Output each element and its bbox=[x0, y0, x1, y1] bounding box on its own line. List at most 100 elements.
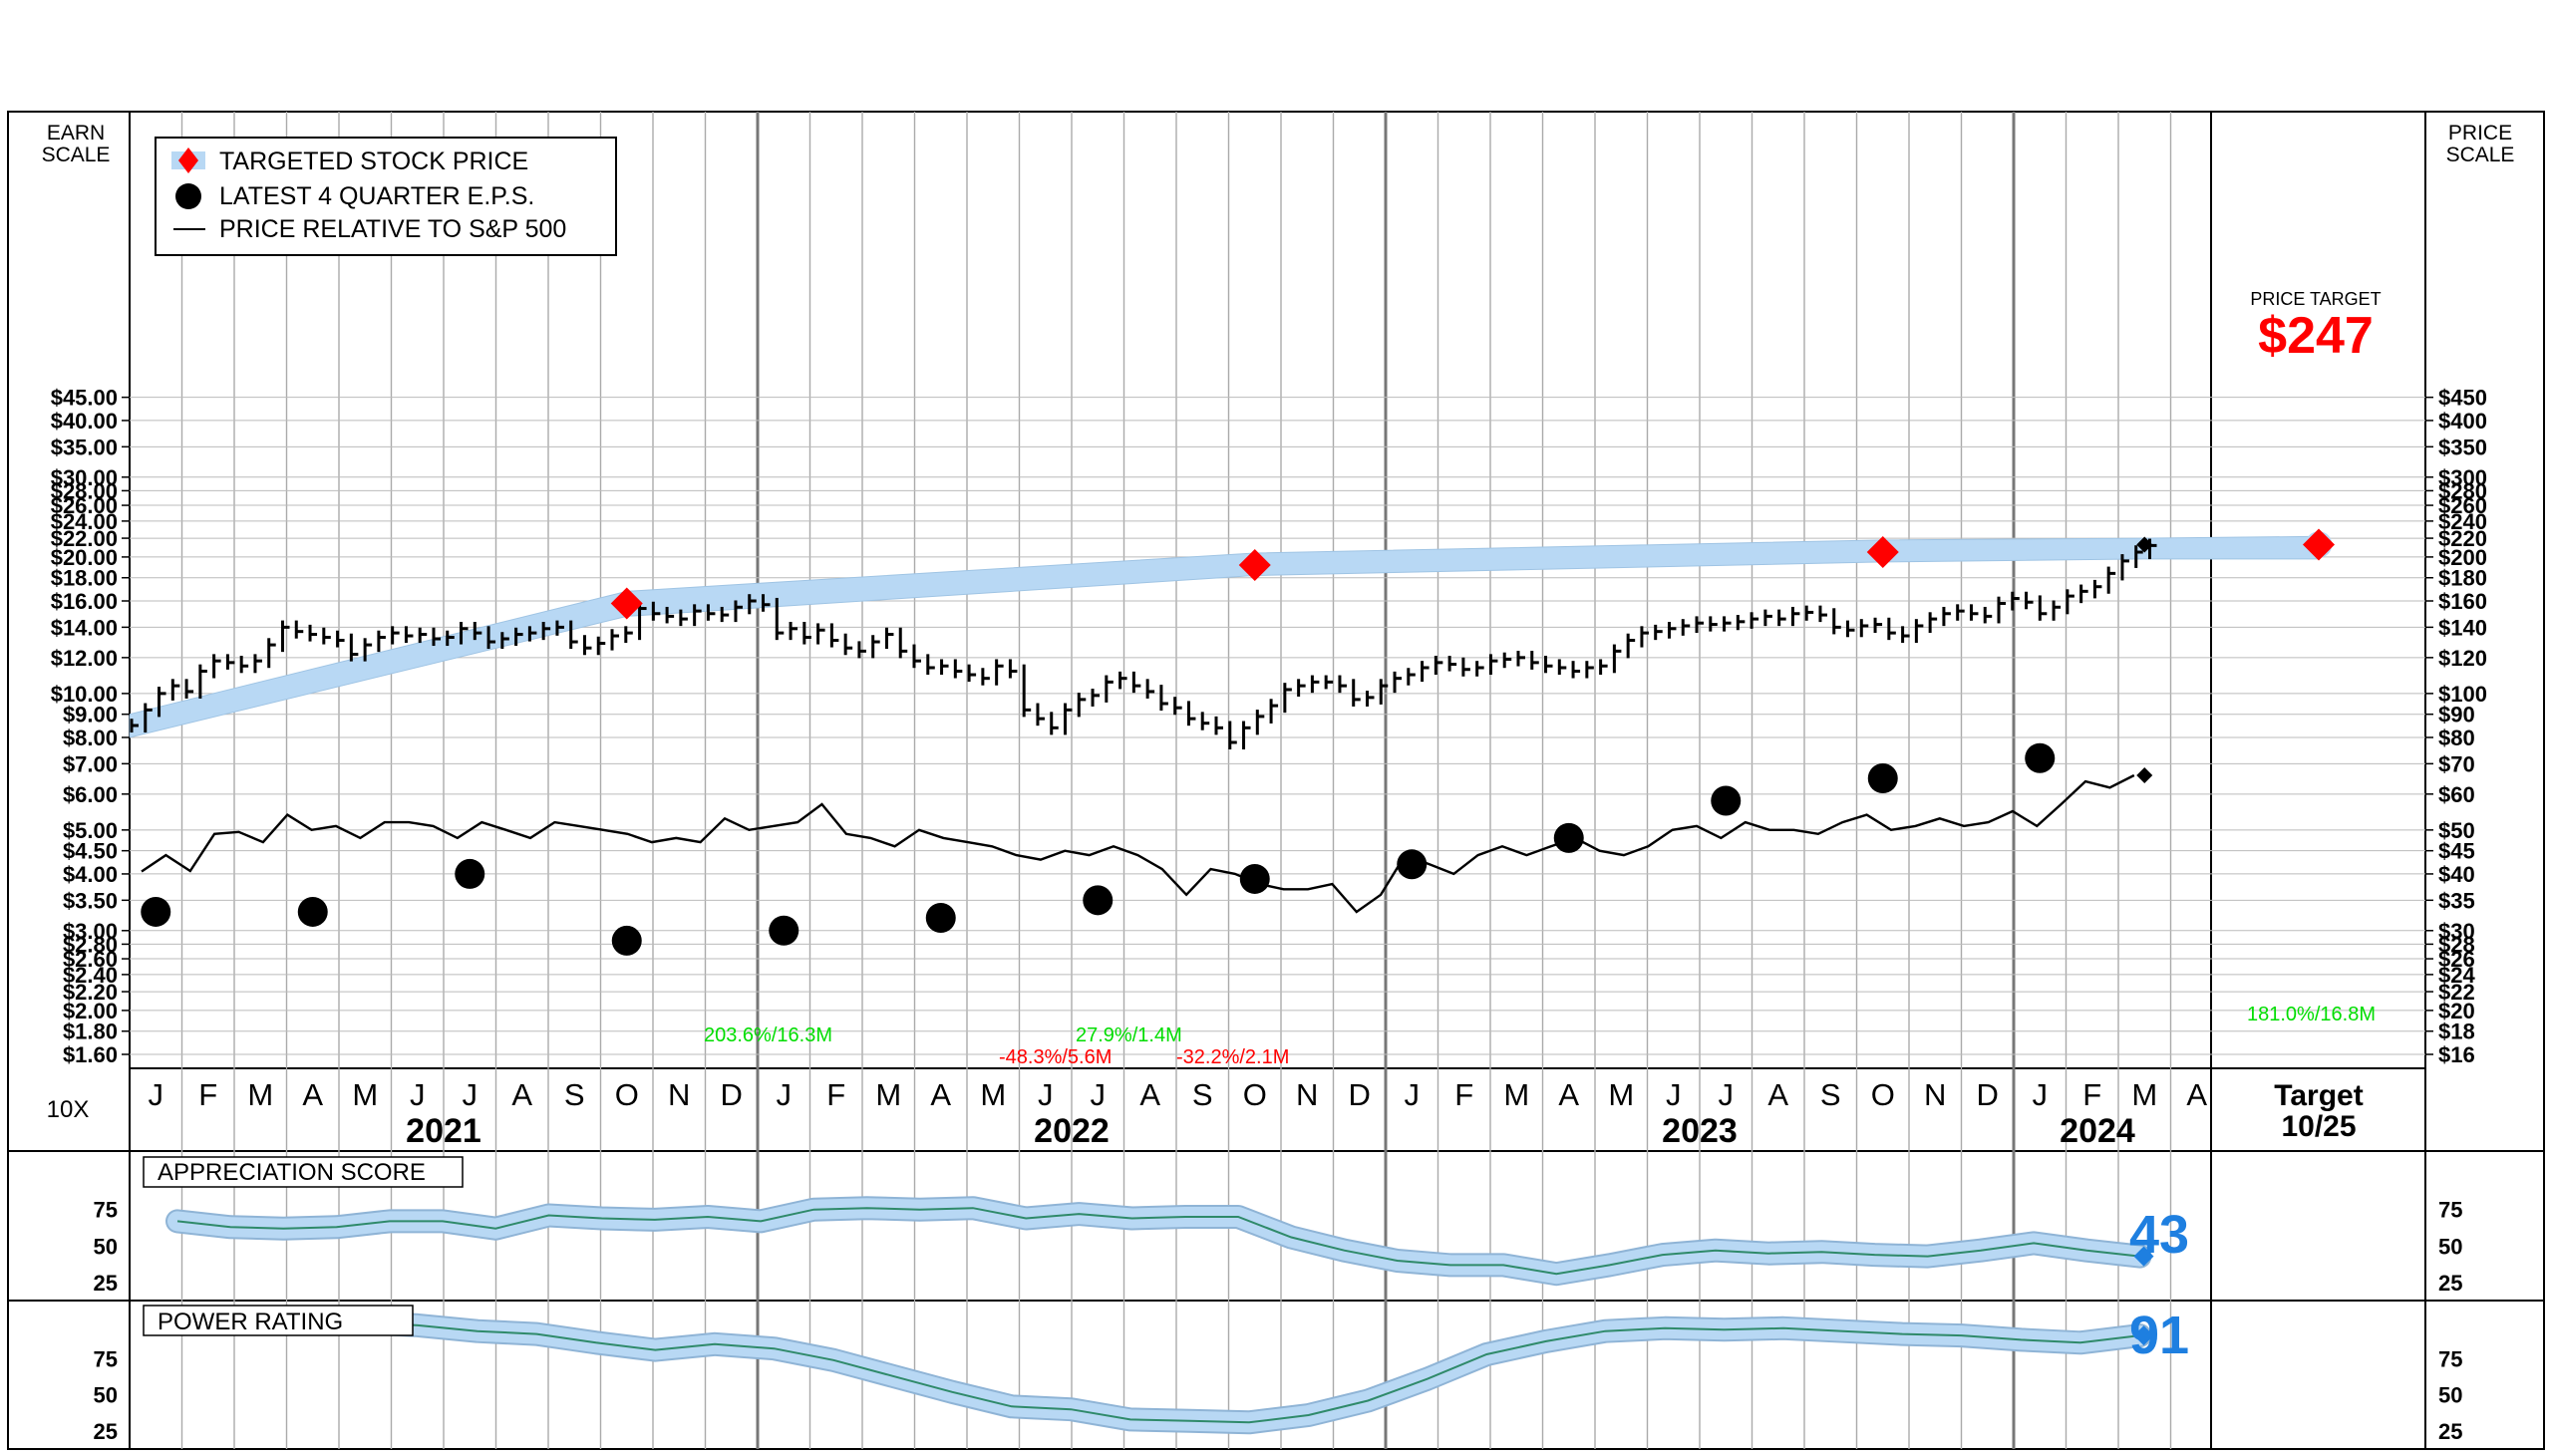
month-label: M bbox=[980, 1077, 1006, 1112]
legend: TARGETED STOCK PRICE LATEST 4 QUARTER E.… bbox=[155, 137, 617, 256]
right-tick-label: $120 bbox=[2438, 646, 2487, 671]
month-label: O bbox=[1871, 1077, 1895, 1112]
eps-dot bbox=[1867, 762, 1898, 793]
month-label: M bbox=[1608, 1077, 1634, 1112]
left-tick-label: $40.00 bbox=[51, 409, 118, 434]
power-left-tick: 25 bbox=[94, 1419, 118, 1444]
left-tick-label: $1.80 bbox=[63, 1019, 118, 1044]
right-tick-label: $50 bbox=[2438, 818, 2475, 843]
target-diamond bbox=[2303, 528, 2335, 561]
target-diamond bbox=[610, 587, 643, 620]
right-tick-label: $180 bbox=[2438, 566, 2487, 591]
diamond-icon bbox=[178, 147, 198, 173]
appreciation-end-diamond bbox=[2133, 1246, 2154, 1267]
month-label: M bbox=[2131, 1077, 2157, 1112]
right-tick-label: $300 bbox=[2438, 465, 2487, 490]
eps-dot bbox=[1553, 822, 1584, 853]
month-label: F bbox=[2082, 1077, 2101, 1112]
left-tick-label: $2.80 bbox=[63, 932, 118, 957]
left-tick-label: $18.00 bbox=[51, 566, 118, 591]
left-tick-label: $45.00 bbox=[51, 386, 118, 411]
appreciation-panel: 75 75 50 50 25 25 bbox=[94, 1196, 2462, 1296]
scale-label: 10X bbox=[47, 1096, 90, 1123]
price-target-value: $247 bbox=[2258, 307, 2374, 365]
right-axis-title-2: SCALE bbox=[2446, 144, 2515, 166]
appreciation-right-tick: 50 bbox=[2438, 1234, 2462, 1259]
left-tick-label: $20.00 bbox=[51, 545, 118, 570]
left-tick-label: $28.00 bbox=[51, 478, 118, 503]
left-tick-label: $3.50 bbox=[63, 888, 118, 913]
appreciation-left-tick: 50 bbox=[94, 1234, 118, 1259]
right-tick-label: $280 bbox=[2438, 478, 2487, 503]
right-tick-label: $70 bbox=[2438, 751, 2475, 776]
eps-dot bbox=[611, 925, 642, 956]
month-label: A bbox=[2186, 1077, 2207, 1112]
right-tick-label: $240 bbox=[2438, 509, 2487, 534]
right-tick-label: $350 bbox=[2438, 435, 2487, 459]
eps-dot bbox=[925, 903, 956, 934]
month-label: J bbox=[1038, 1077, 1054, 1112]
left-tick-label: $6.00 bbox=[63, 782, 118, 807]
right-tick-label: $28 bbox=[2438, 932, 2475, 957]
appreciation-left-tick: 75 bbox=[94, 1198, 118, 1223]
left-tick-label: $16.00 bbox=[51, 589, 118, 614]
month-label: O bbox=[1243, 1077, 1267, 1112]
left-tick-label: $2.20 bbox=[63, 980, 118, 1005]
month-label: J bbox=[410, 1077, 426, 1112]
power-right-tick: 50 bbox=[2438, 1383, 2462, 1408]
right-tick-label: $30 bbox=[2438, 919, 2475, 944]
right-tick-label: $24 bbox=[2438, 963, 2475, 988]
right-tick-label: $20 bbox=[2438, 999, 2475, 1023]
month-label: S bbox=[1192, 1077, 1213, 1112]
dot-icon bbox=[175, 183, 201, 209]
power-left-tick: 75 bbox=[94, 1346, 118, 1371]
target-diamond bbox=[1866, 536, 1899, 569]
right-tick-label: $26 bbox=[2438, 947, 2475, 972]
left-tick-label: $8.00 bbox=[63, 726, 118, 750]
month-label: M bbox=[352, 1077, 378, 1112]
appreciation-value: 43 bbox=[2129, 1205, 2189, 1265]
month-label: A bbox=[1558, 1077, 1579, 1112]
vol-annotation-1: 203.6%/16.3M bbox=[704, 1024, 832, 1046]
eps-dot bbox=[769, 915, 799, 946]
year-label: 2022 bbox=[1034, 1112, 1110, 1150]
month-label: A bbox=[1767, 1077, 1788, 1112]
power-label: POWER RATING bbox=[158, 1309, 343, 1335]
right-tick-label: $100 bbox=[2438, 682, 2487, 707]
vol-annotation-4: -32.2%/2.1M bbox=[1176, 1046, 1289, 1068]
right-axis-title-1: PRICE bbox=[2448, 122, 2512, 145]
chart-frame bbox=[7, 111, 2545, 1450]
right-tick-label: $400 bbox=[2438, 409, 2487, 434]
left-tick-label: $7.00 bbox=[63, 751, 118, 776]
month-label: A bbox=[930, 1077, 951, 1112]
month-label: N bbox=[1924, 1077, 1946, 1112]
left-tick-label: $9.00 bbox=[63, 703, 118, 728]
left-tick-label: $10.00 bbox=[51, 682, 118, 707]
month-label: M bbox=[875, 1077, 901, 1112]
eps-estimate-diamond bbox=[2136, 766, 2153, 783]
month-label: J bbox=[149, 1077, 164, 1112]
month-label: J bbox=[1405, 1077, 1421, 1112]
month-label: S bbox=[564, 1077, 585, 1112]
month-label: S bbox=[1820, 1077, 1841, 1112]
month-label: A bbox=[1139, 1077, 1160, 1112]
right-tick-label: $200 bbox=[2438, 545, 2487, 570]
appreciation-right-tick: 25 bbox=[2438, 1271, 2462, 1296]
eps-dot bbox=[1083, 885, 1114, 916]
left-tick-label: $14.00 bbox=[51, 615, 118, 640]
month-label: N bbox=[1296, 1077, 1318, 1112]
markers bbox=[141, 528, 2335, 956]
legend-targeted-price: TARGETED STOCK PRICE bbox=[219, 147, 528, 175]
power-right-tick: 75 bbox=[2438, 1346, 2462, 1371]
target-diamond bbox=[1238, 548, 1271, 581]
eps-dot bbox=[455, 858, 485, 889]
left-tick-label: $1.60 bbox=[63, 1042, 118, 1067]
power-line bbox=[299, 1321, 2140, 1424]
power-end-diamond bbox=[2133, 1325, 2154, 1346]
month-label: O bbox=[615, 1077, 639, 1112]
latest-price-diamond bbox=[2136, 536, 2153, 553]
month-label: J bbox=[777, 1077, 793, 1112]
power-band bbox=[289, 1312, 2150, 1433]
eps-dot bbox=[1239, 863, 1270, 894]
